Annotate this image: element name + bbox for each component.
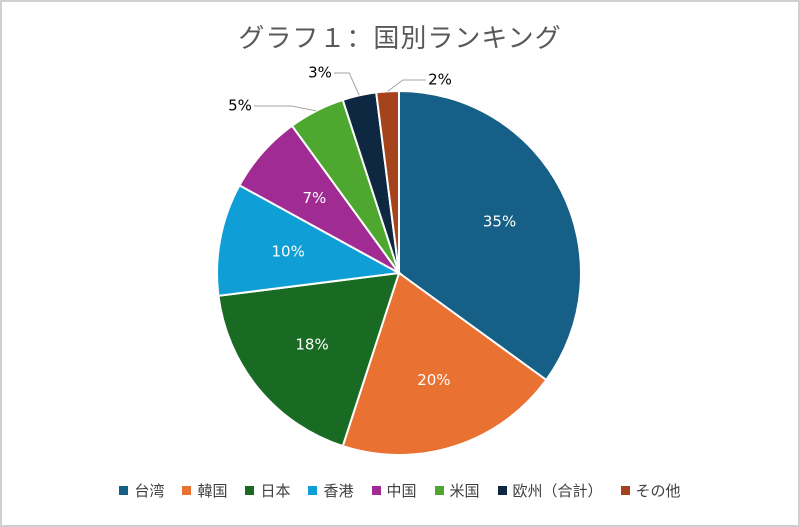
legend-swatch bbox=[497, 486, 507, 495]
data-label-5: 7% bbox=[302, 189, 326, 207]
legend-label: 欧州（合計） bbox=[512, 482, 603, 500]
data-label-8: 2% bbox=[428, 71, 452, 89]
legend-swatch bbox=[308, 486, 318, 495]
legend-item-5: 中国 bbox=[371, 480, 417, 501]
data-label-7: 3% bbox=[308, 64, 332, 82]
leader-line-6 bbox=[254, 105, 317, 112]
legend-item-1: 台湾 bbox=[119, 480, 164, 501]
legend-swatch bbox=[371, 486, 381, 495]
legend-label: 中国 bbox=[386, 482, 417, 500]
leader-line-8 bbox=[387, 79, 426, 92]
leader-line-7 bbox=[334, 72, 360, 96]
data-label-1: 35% bbox=[483, 212, 516, 230]
legend-swatch bbox=[119, 486, 129, 495]
legend-item-8: その他 bbox=[620, 480, 681, 501]
legend-label: 米国 bbox=[449, 482, 480, 500]
legend-item-3: 日本 bbox=[245, 480, 290, 501]
pie-slice-8 bbox=[375, 89, 400, 274]
legend-item-6: 米国 bbox=[434, 480, 480, 501]
pie-slice-3 bbox=[217, 271, 401, 448]
legend-item-2: 韓国 bbox=[182, 480, 227, 501]
legend-item-7: 欧州（合計） bbox=[497, 480, 603, 501]
data-label-4: 10% bbox=[271, 242, 304, 260]
legend-label: 台湾 bbox=[134, 482, 165, 500]
data-label-3: 18% bbox=[295, 335, 328, 353]
legend: 台湾 韓国 日本 香港 中国 米国 欧州（合計） その他 bbox=[0, 480, 800, 501]
pie-slice-1 bbox=[398, 89, 582, 382]
chart-title: グラフ１：国別ランキング bbox=[238, 24, 562, 54]
legend-swatch bbox=[245, 486, 255, 495]
legend-item-4: 香港 bbox=[308, 480, 354, 501]
data-label-6: 5% bbox=[228, 97, 252, 115]
legend-label: 日本 bbox=[260, 482, 291, 500]
legend-swatch bbox=[434, 486, 444, 495]
legend-label: その他 bbox=[635, 482, 681, 500]
pie-slice-4 bbox=[216, 183, 403, 297]
data-label-2: 20% bbox=[417, 371, 450, 389]
legend-swatch bbox=[182, 486, 192, 495]
legend-swatch bbox=[620, 486, 630, 495]
pie-slice-2 bbox=[341, 271, 548, 456]
legend-label: 韓国 bbox=[197, 482, 228, 500]
legend-label: 香港 bbox=[323, 482, 354, 500]
